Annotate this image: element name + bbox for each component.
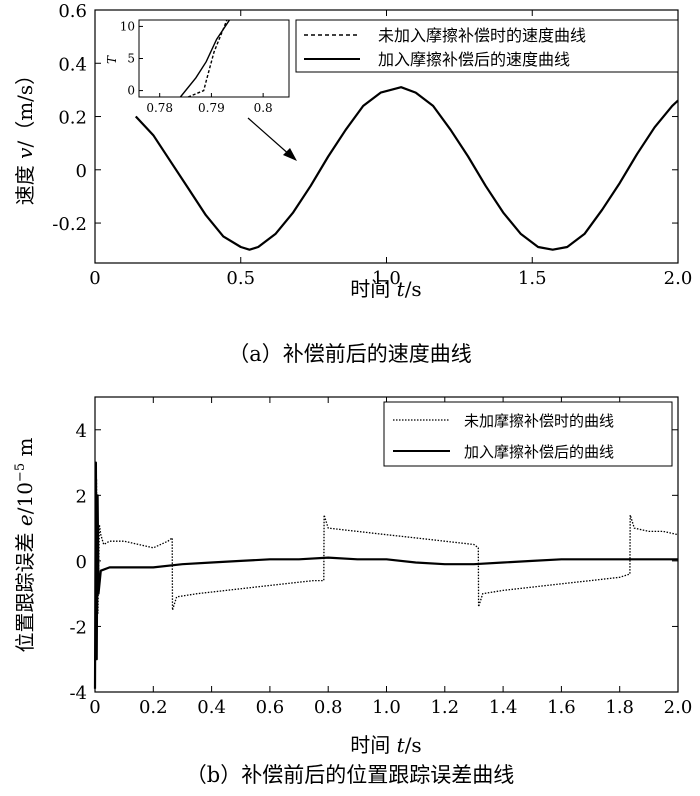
- x-tick-label-a: 0: [89, 268, 100, 289]
- inset-frame: [138, 19, 290, 98]
- legend-frame-a: [295, 19, 679, 73]
- x-tick-label-b: 0.2: [139, 697, 168, 718]
- x-tick-label-a: 1.5: [518, 268, 547, 289]
- y-tick-label-a: 0: [76, 161, 87, 182]
- x-tick-label-b: 0.6: [256, 697, 285, 718]
- inset-x-tick-label: 0.79: [198, 101, 225, 115]
- x-tick-label-b: 1.2: [430, 697, 459, 718]
- y-tick-label-b: 2: [76, 486, 87, 507]
- inset-series-line-0: [187, 19, 228, 98]
- y-axis-label-a: 速度 v/（m/s）: [13, 65, 37, 205]
- x-tick-label-b: 0: [89, 697, 100, 718]
- velocity-chart: 0 0.5 1.0 1.5 2.0-0.200.20.40.6 0.78 0.79 0.80…: [13, 1, 692, 301]
- legend-label-b2: 加入摩擦补偿后的曲线: [464, 443, 614, 461]
- x-axis-label-a: 时间 t/s: [350, 277, 421, 301]
- inset-y-tick-label: 10: [120, 19, 135, 33]
- x-tick-label-b: 1.0: [372, 697, 401, 718]
- legend-frame-b: [383, 401, 673, 467]
- y-tick-label-a: 0.6: [58, 1, 87, 22]
- y-tick-label-b: 4: [76, 421, 87, 442]
- legend-label-a1: 未加入摩擦补偿时的速度曲线: [378, 26, 586, 45]
- zoom-inset: 0.78 0.79 0.8 0 5 10 T: [105, 19, 290, 115]
- x-tick-label-b: 1.6: [547, 697, 576, 718]
- position-error-chart: 0 0.2 0.4 0.6 0.8 1.0 1.2 1.4 1.6 1.8 2.0 -4 -2 0 2 4 未…: [13, 396, 693, 757]
- x-tick-label-b: 0.4: [197, 697, 226, 718]
- y-tick-label-a: 0.2: [58, 108, 87, 129]
- y-tick-label-b: -4: [69, 683, 87, 704]
- x-axis-label-b: 时间 t/s: [350, 733, 421, 757]
- legend-label-b1: 未加摩擦补偿时的曲线: [464, 412, 614, 430]
- caption-b: （b）补偿前后的位置跟踪误差曲线: [185, 763, 515, 787]
- inset-x-tick-label: 0.78: [146, 101, 173, 115]
- series-line-b-1: [93, 461, 678, 689]
- x-tick-label-a: 2.0: [664, 268, 693, 289]
- y-tick-label-a: -0.2: [52, 214, 87, 235]
- inset-x-tick-label: 0.8: [254, 101, 273, 115]
- y-tick-label-a: 0.4: [58, 54, 87, 75]
- y-tick-label-b: -2: [69, 617, 87, 638]
- y-axis-label-b: 位置跟踪误差 e/10−5 m: [13, 438, 37, 653]
- x-tick-label-b: 2.0: [664, 697, 693, 718]
- inset-y-tick-label: 0: [127, 84, 135, 98]
- caption-a: （a）补偿前后的速度曲线: [228, 342, 472, 366]
- x-tick-label-a: 1.0: [372, 268, 401, 289]
- x-tick-label-b: 1.8: [605, 697, 634, 718]
- series-line-a-1: [134, 86, 679, 251]
- x-tick-label-b: 1.4: [489, 697, 518, 718]
- x-tick-label-a: 0.5: [226, 268, 255, 289]
- inset-y-label: T: [105, 55, 119, 64]
- x-tick-label-b: 0.8: [314, 697, 343, 718]
- legend-a: 未加入摩擦补偿时的速度曲线 加入摩擦补偿后的速度曲线: [295, 19, 679, 73]
- series-line-b-0: [94, 478, 679, 676]
- y-tick-label-b: 0: [76, 552, 87, 573]
- pointer-arrow: [247, 117, 297, 161]
- legend-b: 未加摩擦补偿时的曲线 加入摩擦补偿后的曲线: [383, 401, 673, 467]
- inset-series-line-1: [179, 19, 231, 98]
- inset-y-tick-label: 5: [127, 52, 135, 66]
- legend-label-a2: 加入摩擦补偿后的速度曲线: [378, 50, 570, 69]
